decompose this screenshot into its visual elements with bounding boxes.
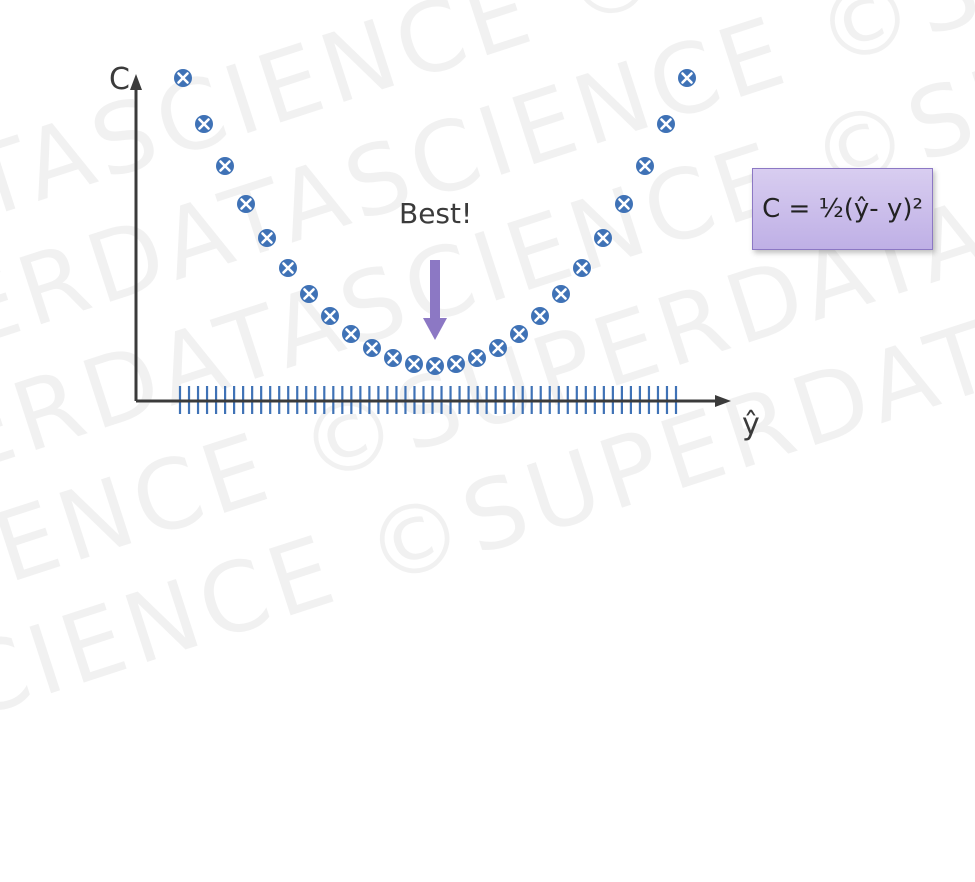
- best-arrow: [423, 260, 447, 340]
- cost-marker: [342, 325, 360, 343]
- cost-marker: [279, 259, 297, 277]
- cost-marker: [468, 349, 486, 367]
- cost-marker: [594, 229, 612, 247]
- cost-formula-text: C = ½(ŷ- y)²: [762, 194, 923, 224]
- cost-marker: [657, 115, 675, 133]
- cost-marker: [489, 339, 507, 357]
- cost-marker: [195, 115, 213, 133]
- cost-marker: [405, 355, 423, 373]
- axes: [130, 74, 731, 407]
- cost-marker: [174, 69, 192, 87]
- cost-marker: [363, 339, 381, 357]
- cost-marker: [636, 157, 654, 175]
- y-axis-label: C: [109, 62, 130, 97]
- cost-marker: [237, 195, 255, 213]
- cost-marker: [615, 195, 633, 213]
- cost-marker: [531, 307, 549, 325]
- cost-marker: [258, 229, 276, 247]
- cost-marker: [384, 349, 402, 367]
- cost-marker: [321, 307, 339, 325]
- best-annotation: Best!: [399, 197, 473, 230]
- best-arrow-head: [423, 318, 447, 340]
- cost-formula-box: C = ½(ŷ- y)²: [752, 168, 933, 250]
- cost-marker: [447, 355, 465, 373]
- cost-markers: [174, 69, 696, 375]
- x-axis-label: ŷ: [742, 407, 760, 442]
- cost-marker: [216, 157, 234, 175]
- cost-marker: [552, 285, 570, 303]
- cost-marker: [426, 357, 444, 375]
- cost-marker: [678, 69, 696, 87]
- x-axis-arrowhead: [715, 395, 731, 407]
- best-arrow-shaft: [430, 260, 440, 320]
- y-axis-arrowhead: [130, 74, 142, 90]
- cost-marker: [300, 285, 318, 303]
- cost-marker: [573, 259, 591, 277]
- cost-marker: [510, 325, 528, 343]
- cost-function-diagram: [130, 69, 731, 414]
